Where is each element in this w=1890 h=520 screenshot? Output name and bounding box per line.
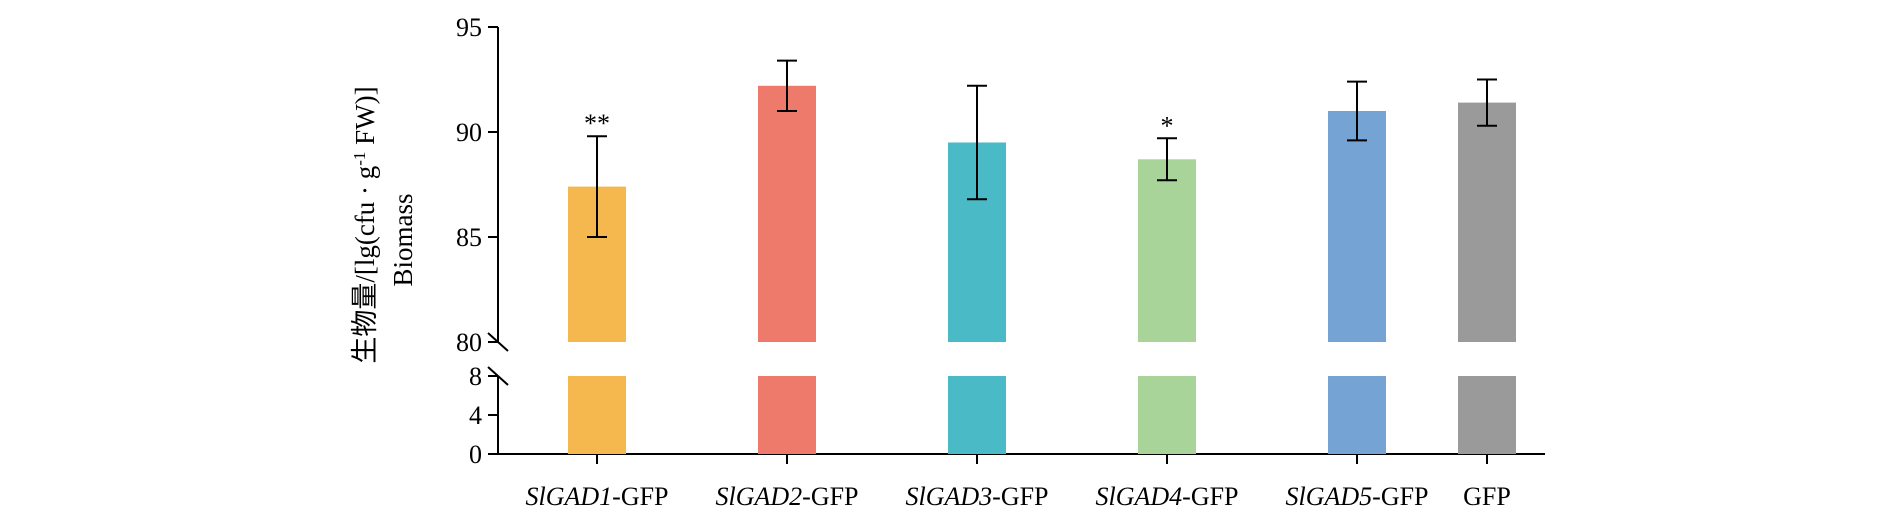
x-category-label: SlGAD3-GFP bbox=[905, 482, 1048, 511]
y-tick-label-upper: 85 bbox=[456, 223, 482, 252]
labels-layer: **SlGAD1-GFP SlGAD2-GFP SlGAD3-GFP*SlGAD4-… bbox=[525, 109, 1510, 511]
category-gene-name: SlGAD3 bbox=[905, 482, 992, 511]
x-category-label: SlGAD5-GFP bbox=[1285, 482, 1428, 511]
category-suffix: -GFP bbox=[1372, 482, 1428, 511]
category-suffix: -GFP bbox=[1182, 482, 1238, 511]
category-suffix: -GFP bbox=[802, 482, 858, 511]
y-tick-label-upper: 95 bbox=[456, 13, 482, 42]
y-axis-title-line2: Biomass bbox=[388, 193, 418, 286]
bar-lower-segment bbox=[1138, 376, 1196, 454]
bar-lower-segment bbox=[568, 376, 626, 454]
category-suffix: GFP bbox=[1463, 482, 1511, 511]
y-axis-label: 生物量/[lg(cfu · g-1 FW)] Biomass bbox=[350, 86, 418, 363]
category-suffix: -GFP bbox=[612, 482, 668, 511]
bar-lower-segment bbox=[1458, 376, 1516, 454]
x-category-label: SlGAD1-GFP bbox=[525, 482, 668, 511]
bar-lower-segment bbox=[758, 376, 816, 454]
bars-layer bbox=[568, 59, 1516, 454]
x-category-label: SlGAD2-GFP bbox=[715, 482, 858, 511]
bar-upper-segment bbox=[1328, 111, 1386, 342]
y-tick-label-upper: 90 bbox=[456, 118, 482, 147]
y-tick-label-lower: 8 bbox=[469, 362, 482, 391]
y-tick-label-lower: 0 bbox=[469, 440, 482, 469]
x-category-label: GFP bbox=[1463, 482, 1511, 511]
bar-lower-segment bbox=[1328, 376, 1386, 454]
x-category-label: SlGAD4-GFP bbox=[1095, 482, 1238, 511]
axes-layer: 80 85 90 95 0 4 8 bbox=[456, 13, 1545, 469]
category-gene-name: SlGAD4 bbox=[1095, 482, 1182, 511]
category-gene-name: SlGAD1 bbox=[525, 482, 612, 511]
category-suffix: -GFP bbox=[992, 482, 1048, 511]
y-tick-label-lower: 4 bbox=[469, 401, 482, 430]
bar-upper-segment bbox=[758, 85, 816, 343]
category-gene-name: SlGAD2 bbox=[715, 482, 802, 511]
bar-lower-segment bbox=[948, 376, 1006, 454]
y-tick-label-upper: 80 bbox=[456, 328, 482, 357]
bar-upper-segment bbox=[1138, 159, 1196, 342]
significance-marker: * bbox=[1161, 111, 1174, 140]
bar-upper-segment bbox=[1458, 102, 1516, 342]
y-axis-title-line1: 生物量/[lg(cfu · g-1 FW)] bbox=[350, 86, 380, 363]
category-gene-name: SlGAD5 bbox=[1285, 482, 1372, 511]
significance-marker: ** bbox=[584, 109, 610, 138]
